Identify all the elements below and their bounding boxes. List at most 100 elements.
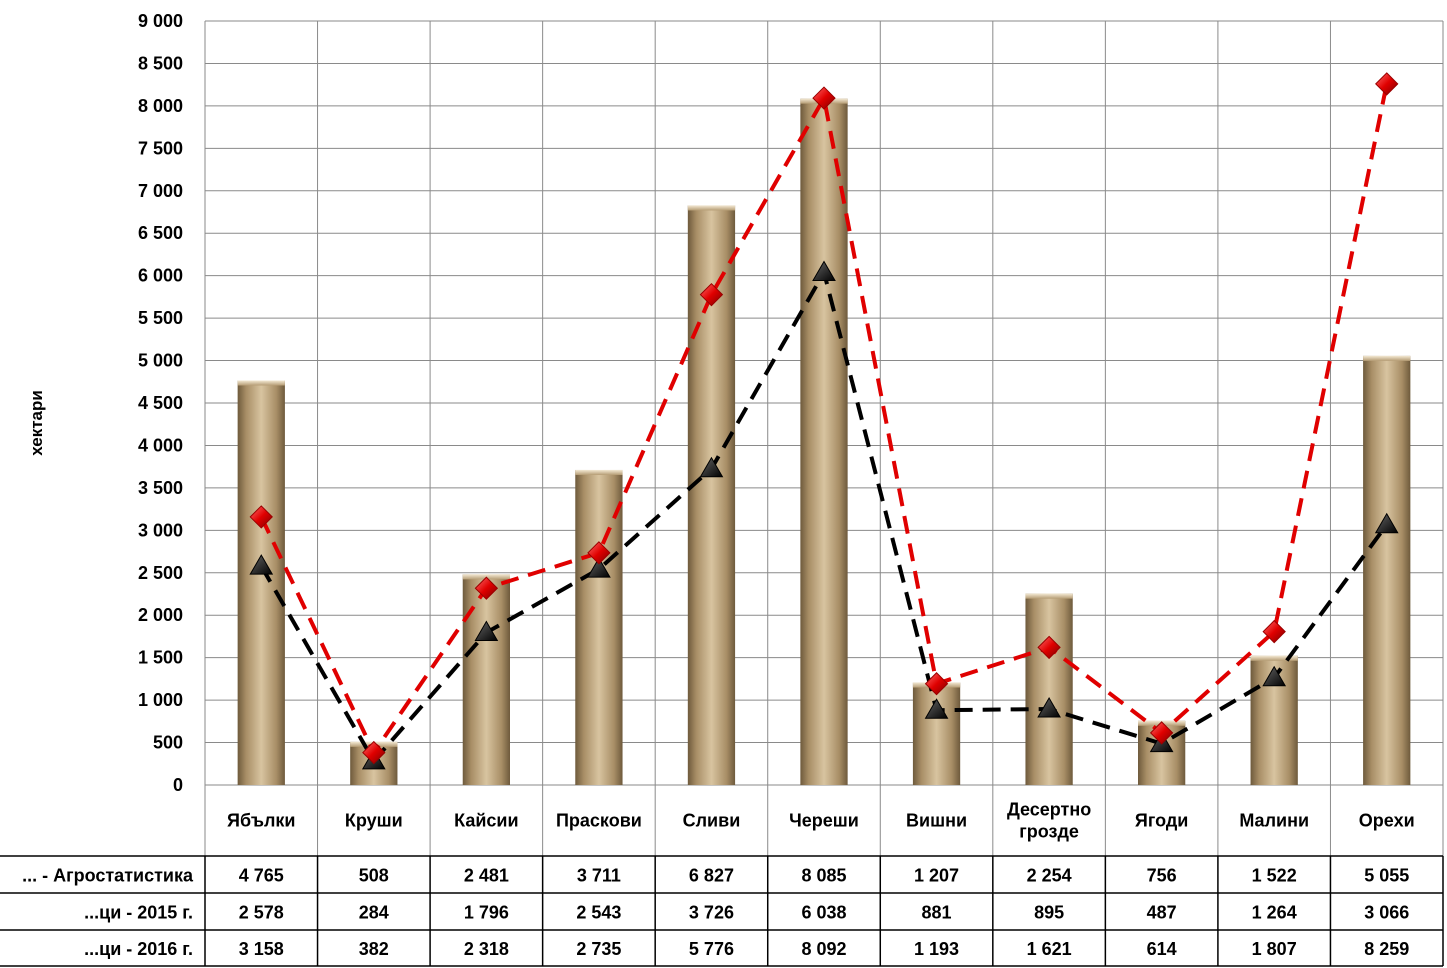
data-table: ... - Агростатистика 4 765 508 2 481 3 711 6 …: [0, 855, 1444, 967]
bar: [1025, 593, 1073, 785]
table-cell: 1 207: [914, 866, 959, 886]
bar: [1363, 355, 1411, 785]
triangle-marker: [1037, 697, 1061, 718]
diamond-marker: [362, 740, 386, 765]
table-cell: 284: [359, 903, 389, 923]
diamond-marker: [474, 576, 499, 600]
bar-top-bevel: [237, 380, 285, 386]
category-label: Праскови: [556, 811, 642, 831]
y-tick-label: 8 000: [138, 96, 183, 116]
y-tick-label: 2 000: [138, 605, 183, 625]
table-cell: 895: [1034, 903, 1064, 923]
category-label: Десертно: [1007, 800, 1091, 820]
category-label: Ябълки: [227, 811, 295, 831]
diamond-marker: [1262, 619, 1286, 644]
diamond-marker: [1375, 72, 1399, 96]
y-tick-label: 7 500: [138, 138, 183, 158]
category-label: Малини: [1239, 811, 1309, 831]
category-label: Круши: [345, 811, 403, 831]
triangle-marker: [474, 620, 499, 642]
labels: 0 500 1 000 1 500 2 000 2 500 3 000 3 500 4 000 4…: [27, 11, 1415, 842]
y-tick-label: 9 000: [138, 11, 183, 31]
bar: [575, 469, 623, 785]
triangle-marker: [924, 698, 949, 719]
y-tick-label: 3 000: [138, 520, 183, 540]
diamond-marker: [812, 86, 836, 110]
diamond-marker: [924, 672, 949, 696]
y-tick-label: 4 000: [138, 435, 183, 455]
table-cell: 5 055: [1364, 866, 1409, 886]
bar-top-bevel: [1363, 355, 1411, 361]
table-cell: 6 827: [689, 866, 734, 886]
category-label: грозде: [1019, 822, 1079, 842]
y-tick-label: 7 000: [138, 181, 183, 201]
y-tick-label: 6 500: [138, 223, 183, 243]
bar-top-bevel: [575, 469, 623, 475]
table-cell: 2 481: [464, 866, 509, 886]
category-label: Ягоди: [1135, 811, 1188, 831]
bar: [800, 98, 848, 785]
category-label: Сливи: [683, 811, 741, 831]
table-cell: 2 543: [576, 903, 621, 923]
category-label: Орехи: [1359, 811, 1415, 831]
table-cell: 2 254: [1027, 866, 1072, 886]
markers: [249, 72, 1399, 770]
bar-top-bevel: [1025, 593, 1073, 599]
table-cell: 382: [359, 939, 389, 959]
table-cell: 1 264: [1252, 903, 1297, 923]
table-cell: 508: [359, 866, 389, 886]
y-tick-label: 8 500: [138, 53, 183, 73]
series-line: [259, 83, 1389, 757]
table-cell: 1 621: [1027, 939, 1072, 959]
triangle-marker: [249, 554, 274, 575]
table-cell: 3 158: [239, 939, 284, 959]
triangle-marker: [587, 557, 611, 578]
diamond-marker: [1037, 635, 1061, 660]
table-cell: 5 776: [689, 939, 734, 959]
table-cell: 2 318: [464, 939, 509, 959]
table-cell: 756: [1147, 866, 1177, 886]
table-cell: 3 726: [689, 903, 734, 923]
triangle-marker: [812, 260, 836, 281]
bar: [462, 574, 510, 785]
table-row-label: ...ци - 2016 г.: [84, 939, 193, 959]
table-cell: 2 578: [239, 903, 284, 923]
table-cell: 2 735: [576, 939, 621, 959]
diamond-marker: [249, 505, 273, 529]
table-cell: 3 066: [1364, 903, 1409, 923]
y-tick-label: 500: [153, 733, 183, 753]
triangle-marker: [1374, 512, 1399, 534]
table-cell: 881: [922, 903, 952, 923]
y-tick-label: 5 500: [138, 308, 183, 328]
bar-top-bevel: [687, 205, 736, 211]
table-row-label: ...ци - 2015 г.: [84, 903, 193, 923]
table-cell: 8 085: [801, 866, 846, 886]
y-tick-label: 4 500: [138, 393, 183, 413]
table-cell: 8 259: [1364, 939, 1409, 959]
triangle-marker: [1262, 665, 1287, 687]
table-cell: 1 807: [1252, 939, 1297, 959]
y-tick-label: 2 500: [138, 563, 183, 583]
table-cell: 1 796: [464, 903, 509, 923]
bar: [912, 682, 961, 785]
y-axis-label: хектари: [27, 390, 46, 456]
table-row-label: ... - Агростатистика: [22, 866, 194, 886]
table-cell: 6 038: [801, 903, 846, 923]
y-tick-label: 1 000: [138, 690, 183, 710]
y-tick-label: 5 000: [138, 351, 183, 371]
diamond-marker: [587, 541, 611, 565]
bar-top-bevel: [1250, 655, 1298, 661]
diamond-marker: [699, 282, 724, 307]
y-tick-label: 6 000: [138, 266, 183, 286]
diamond-marker: [1149, 721, 1174, 745]
y-tick-label: 0: [173, 775, 183, 795]
table-cell: 8 092: [801, 939, 846, 959]
table-cell: 487: [1147, 903, 1177, 923]
table-cell: 614: [1147, 939, 1177, 959]
y-tick-label: 1 500: [138, 648, 183, 668]
table-cell: 1 193: [914, 939, 959, 959]
category-label: Вишни: [906, 811, 967, 831]
table-cell: 3 711: [577, 866, 621, 886]
y-tick-label: 3 500: [138, 478, 183, 498]
